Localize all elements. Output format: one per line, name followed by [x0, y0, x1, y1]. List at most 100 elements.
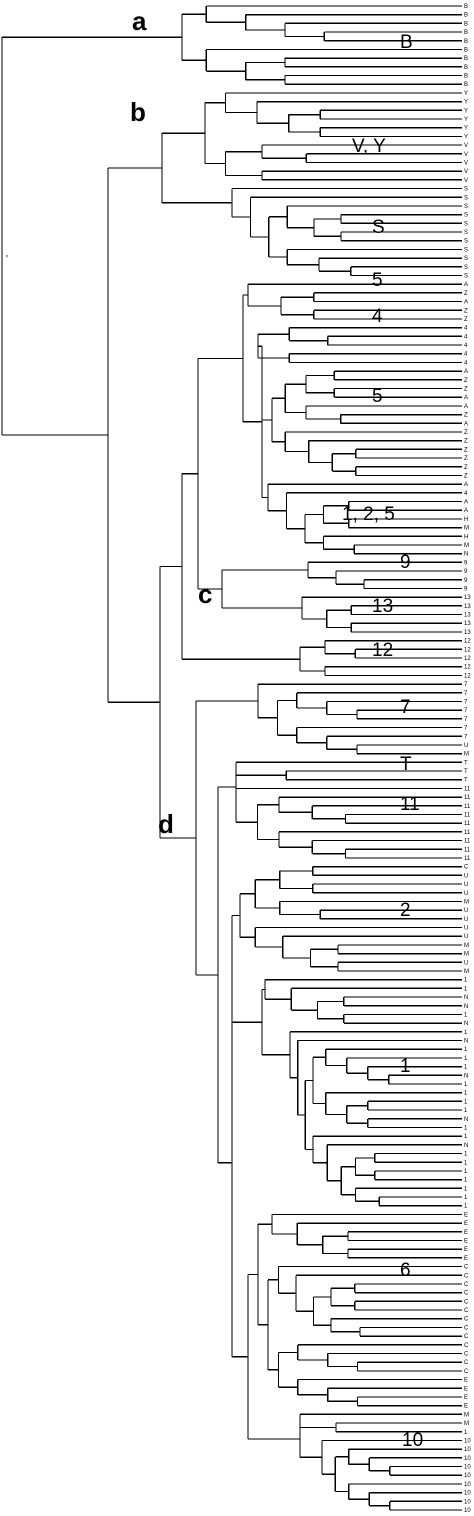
leaf-label: 11: [464, 795, 471, 801]
leaf-label: Y: [464, 134, 468, 140]
leaf-label: C: [464, 1265, 469, 1271]
leaf-label: U: [464, 891, 468, 897]
leaf-label: 7: [464, 699, 468, 705]
leaf-label: 12: [464, 639, 471, 645]
leaf-label: C: [464, 1343, 469, 1349]
leaf-label: M: [464, 1412, 469, 1418]
leaf-label: 11: [464, 821, 471, 827]
leaf-label: 1: [464, 1056, 468, 1062]
leaf-label: C: [464, 1317, 469, 1323]
leaf-label: 4: [464, 334, 468, 340]
leaf-label: T: [464, 760, 468, 766]
leaf-label: M: [464, 899, 469, 905]
leaf-label: 13: [464, 621, 471, 627]
leaf-label: Z: [464, 439, 468, 445]
leaf-label: 7: [464, 708, 468, 714]
leaf-label: U: [464, 934, 468, 940]
leaf-label: E: [464, 1247, 468, 1253]
leaf-label: V: [464, 143, 468, 149]
leaf-label: S: [464, 247, 468, 253]
leaf-label: M: [464, 752, 469, 758]
clade-label-a: a: [132, 6, 147, 36]
leaf-label: 11: [464, 830, 471, 836]
leaf-label: 1: [464, 1186, 468, 1192]
leaf-label: C: [464, 865, 469, 871]
leaf-label: 4: [464, 326, 468, 332]
leaf-label: N: [464, 1004, 468, 1010]
leaf-label: E: [464, 1238, 468, 1244]
leaf-label: E: [464, 1256, 468, 1262]
leaf-label: U: [464, 960, 468, 966]
leaf-label: 10: [464, 1438, 471, 1444]
clade-label-d: d: [158, 809, 174, 839]
leaf-label: E: [464, 1404, 468, 1410]
leaf-label: S: [464, 213, 468, 219]
group-label-9: 9: [400, 552, 411, 573]
leaf-label: 4: [464, 352, 468, 358]
leaf-label: 13: [464, 604, 471, 610]
leaf-label: U: [464, 743, 468, 749]
leaf-label: 1: [464, 1047, 468, 1053]
leaf-label: C: [464, 1352, 469, 1358]
leaf-label: 1: [464, 1030, 468, 1036]
leaf-label: E: [464, 1386, 468, 1392]
leaf-label: V: [464, 160, 468, 166]
leaf-label: 13: [464, 630, 471, 636]
leaf-label: 11: [464, 813, 471, 819]
leaf-label: M: [464, 952, 469, 958]
leaf-label: 1: [464, 1178, 468, 1184]
leaf-label: E: [464, 1221, 468, 1227]
group-label-1-2-5: 1, 2, 5: [342, 504, 395, 525]
leaf-label: 10: [464, 1482, 471, 1488]
leaf-label: A: [464, 282, 468, 288]
leaf-label: Z: [464, 308, 468, 314]
leaf-label: 9: [464, 569, 468, 575]
group-label-v-y: V, Y: [352, 136, 386, 157]
leaf-label: 1: [464, 1108, 468, 1114]
group-label-4: 4: [372, 306, 383, 327]
leaf-label: S: [464, 239, 468, 245]
group-label-13: 13: [372, 596, 393, 617]
leaf-label: B: [464, 65, 468, 71]
leaf-label: 11: [464, 786, 471, 792]
leaf-label: M: [464, 969, 469, 975]
group-label-5-lower: 5: [372, 386, 383, 407]
leaf-label: M: [464, 526, 469, 532]
leaf-label: S: [464, 221, 468, 227]
leaf-label: 1: [464, 1134, 468, 1140]
leaf-label: V: [464, 169, 468, 175]
leaf-label: C: [464, 1360, 469, 1366]
leaf-label: A: [464, 482, 468, 488]
leaf-label: 7: [464, 734, 468, 740]
clade-label-b: b: [130, 97, 146, 127]
leaf-label: U: [464, 882, 468, 888]
leaf-label: 7: [464, 682, 468, 688]
leaf-label: 11: [464, 839, 471, 845]
group-label-10: 10: [402, 1430, 423, 1451]
leaf-label: C: [464, 1308, 469, 1314]
leaf-label: 12: [464, 665, 471, 671]
leaf-label: B: [464, 13, 468, 19]
leaf-label: 10: [464, 1465, 471, 1471]
leaf-label: 1: [464, 1099, 468, 1105]
leaf-label: N: [464, 1021, 468, 1027]
leaf-label: Z: [464, 447, 468, 453]
group-label-6: 6: [400, 1260, 411, 1281]
leaf-label: A: [464, 300, 468, 306]
leaf-label: C: [464, 1334, 469, 1340]
leaf-label: 1: [464, 1204, 468, 1210]
leaf-label: N: [464, 995, 468, 1001]
leaf-label: E: [464, 1212, 468, 1218]
leaf-label: A: [464, 395, 468, 401]
leaf-label: S: [464, 187, 468, 193]
leaf-label: 1: [464, 1065, 468, 1071]
leaf-label: E: [464, 1230, 468, 1236]
leaf-label: 10: [464, 1491, 471, 1497]
leaf-label: 9: [464, 586, 468, 592]
leaf-label: 1: [464, 1195, 468, 1201]
tree-branches: [1, 5, 462, 1511]
leaf-label: U: [464, 908, 468, 914]
leaf-label: Z: [464, 317, 468, 323]
leaf-label: 10: [464, 1499, 471, 1505]
leaf-label: Z: [464, 473, 468, 479]
